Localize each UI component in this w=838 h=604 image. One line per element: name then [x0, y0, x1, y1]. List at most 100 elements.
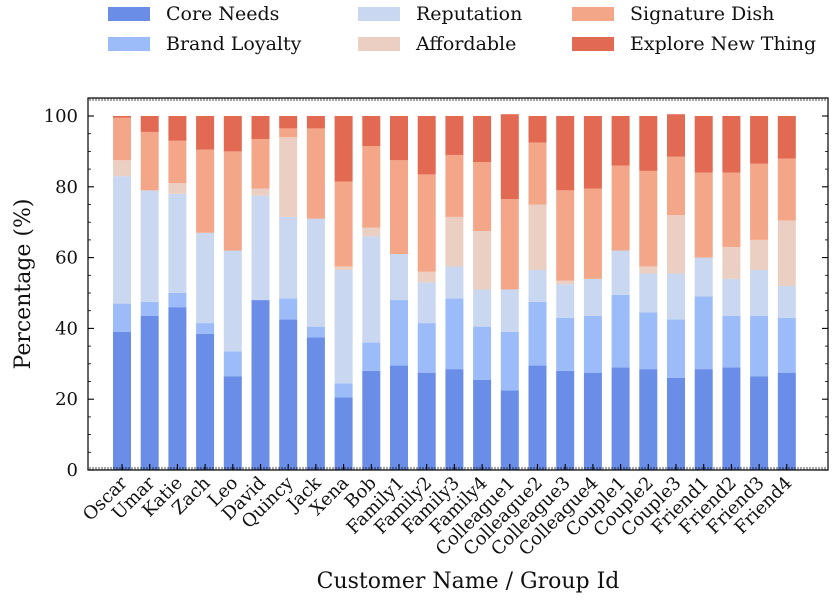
legend-label-reputation: Reputation: [416, 3, 522, 25]
bar-couple1-core-needs: [611, 367, 630, 470]
bar-colleague2-brand-loyalty: [528, 301, 547, 366]
bar-colleague3-core-needs: [556, 370, 575, 470]
bar-umar-brand-loyalty: [140, 301, 159, 317]
bar-quincy-explore-new-thing: [279, 116, 298, 129]
bar-colleague1-explore-new-thing: [500, 114, 519, 200]
bar-family2-reputation: [417, 282, 436, 324]
bar-oscar-explore-new-thing: [113, 116, 131, 118]
bar-umar-reputation: [140, 190, 159, 302]
bar-zach-explore-new-thing: [196, 116, 215, 150]
bar-colleague3-explore-new-thing: [556, 116, 575, 191]
legend-swatch-brand-loyalty: [108, 37, 150, 51]
bar-family3-core-needs: [445, 369, 464, 470]
y-tick-label: 80: [55, 177, 78, 198]
bar-colleague2-reputation: [528, 269, 547, 302]
bar-colleague4-core-needs: [583, 372, 602, 470]
bar-xena-reputation: [334, 269, 353, 384]
bar-family4-explore-new-thing: [473, 116, 492, 163]
bar-umar-core-needs: [140, 316, 159, 470]
bar-family2-brand-loyalty: [417, 323, 436, 373]
bar-friend2-explore-new-thing: [722, 116, 741, 173]
bar-friend2-reputation: [722, 278, 741, 317]
bar-family2-affordable: [417, 271, 436, 283]
bar-katie-brand-loyalty: [168, 293, 187, 308]
bar-couple3-reputation: [667, 273, 685, 320]
bar-bob-explore-new-thing: [362, 116, 381, 147]
bar-leo-brand-loyalty: [223, 351, 242, 377]
bar-couple1-reputation: [611, 250, 630, 295]
bar-oscar-reputation: [113, 176, 131, 304]
bar-bob-affordable: [362, 227, 381, 237]
bar-xena-core-needs: [334, 397, 353, 470]
bar-leo-signature-dish: [223, 151, 242, 251]
bar-katie-explore-new-thing: [168, 116, 187, 141]
y-axis-label: Percentage (%): [11, 199, 36, 370]
bar-colleague3-reputation: [556, 284, 575, 318]
legend-swatch-explore-new-thing: [572, 37, 614, 51]
bar-friend4-affordable: [777, 220, 796, 286]
bar-friend3-explore-new-thing: [750, 116, 769, 164]
bar-david-affordable: [251, 188, 270, 196]
bar-couple3-core-needs: [667, 377, 685, 470]
bar-friend4-signature-dish: [777, 158, 796, 221]
bar-katie-affordable: [168, 183, 187, 194]
plot-frame: [87, 97, 829, 471]
bar-friend1-brand-loyalty: [694, 296, 713, 370]
bar-colleague3-affordable: [556, 280, 575, 285]
bar-family2-core-needs: [417, 372, 436, 470]
bar-oscar-signature-dish: [113, 117, 131, 161]
legend-label-core-needs: Core Needs: [166, 3, 279, 25]
legend-swatch-affordable: [358, 37, 400, 51]
bar-family1-explore-new-thing: [390, 116, 408, 161]
bar-jack-reputation: [306, 218, 325, 327]
bar-colleague4-signature-dish: [583, 188, 602, 279]
bar-couple3-brand-loyalty: [667, 319, 685, 378]
bar-zach-brand-loyalty: [196, 323, 215, 334]
bar-family4-affordable: [473, 231, 492, 290]
legend-label-explore-new-thing: Explore New Thing: [630, 33, 816, 55]
bar-friend4-brand-loyalty: [777, 317, 796, 373]
bar-bob-signature-dish: [362, 146, 381, 228]
bar-family3-affordable: [445, 216, 464, 267]
legend-swatch-core-needs: [108, 7, 150, 21]
bar-oscar-affordable: [113, 160, 131, 177]
bar-jack-brand-loyalty: [306, 326, 325, 338]
bar-friend3-core-needs: [750, 376, 769, 470]
bar-jack-explore-new-thing: [306, 116, 325, 129]
bar-family4-reputation: [473, 289, 492, 327]
bar-quincy-core-needs: [279, 319, 298, 470]
bar-zach-signature-dish: [196, 149, 215, 233]
bar-bob-reputation: [362, 236, 381, 343]
bar-katie-core-needs: [168, 307, 187, 470]
y-tick-label: 0: [67, 460, 78, 481]
y-tick-label: 60: [55, 248, 78, 269]
bar-couple1-brand-loyalty: [611, 294, 630, 368]
bar-david-explore-new-thing: [251, 116, 270, 140]
bar-family3-signature-dish: [445, 154, 464, 217]
bar-xena-signature-dish: [334, 181, 353, 267]
bar-family4-signature-dish: [473, 162, 492, 232]
bar-family2-signature-dish: [417, 174, 436, 272]
bar-colleague1-reputation: [500, 289, 519, 332]
x-axis-label: Customer Name / Group Id: [317, 569, 620, 594]
bar-jack-signature-dish: [306, 128, 325, 219]
bar-quincy-brand-loyalty: [279, 298, 298, 320]
bar-xena-brand-loyalty: [334, 383, 353, 398]
bar-bob-core-needs: [362, 370, 381, 470]
bar-family4-core-needs: [473, 379, 492, 470]
bar-colleague4-reputation: [583, 278, 602, 317]
bar-katie-signature-dish: [168, 140, 187, 184]
y-tick-label: 20: [55, 389, 78, 410]
bar-zach-core-needs: [196, 333, 215, 470]
bar-family2-explore-new-thing: [417, 116, 436, 175]
bar-colleague1-brand-loyalty: [500, 331, 519, 391]
bar-friend1-signature-dish: [694, 172, 713, 258]
bar-family1-core-needs: [390, 365, 408, 470]
y-tick-label: 40: [55, 318, 78, 339]
bar-friend4-explore-new-thing: [777, 116, 796, 159]
legend-swatch-reputation: [358, 7, 400, 21]
bar-friend3-signature-dish: [750, 163, 769, 240]
bar-friend3-brand-loyalty: [750, 316, 769, 377]
bar-colleague2-signature-dish: [528, 142, 547, 205]
